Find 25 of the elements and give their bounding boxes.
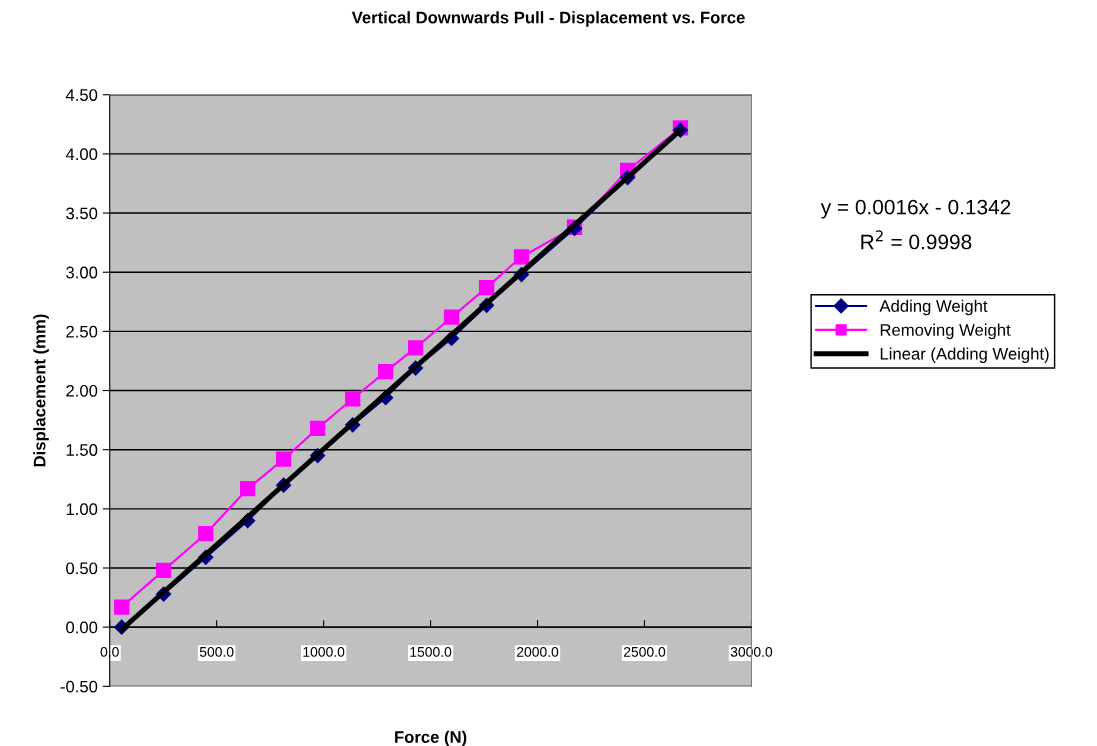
x-tick-label: 1500.0 xyxy=(410,646,452,657)
x-tick-label: 3000.0 xyxy=(730,646,773,657)
y-tick-label: 4.50 xyxy=(65,89,98,101)
y-tick-label: 3.00 xyxy=(66,266,98,279)
legend-label: Removing Weight xyxy=(880,323,1011,340)
y-tick-label: 3.50 xyxy=(66,207,98,220)
y-tick-label: 1.50 xyxy=(66,444,98,456)
x-tick-label: 2500.0 xyxy=(623,646,666,657)
y-axis-title: Displacement (mm) xyxy=(33,314,49,467)
y-tick-label: 0.50 xyxy=(66,562,98,575)
y-tick-label: 2.00 xyxy=(66,384,98,397)
y-tick-label: 1.00 xyxy=(66,503,98,516)
legend-label: Linear (Adding Weight) xyxy=(880,347,1049,364)
text: y = 0.0016x - 0.1342 xyxy=(820,199,1011,219)
x-tick-label: 1000.0 xyxy=(303,646,345,657)
legend-label: Adding Weight xyxy=(879,299,988,316)
text: R$^{2}$ = 0.9998 xyxy=(861,230,972,250)
x-axis-title: Force (N) xyxy=(395,730,467,746)
y-tick-label: 0.00 xyxy=(66,621,98,634)
y-tick-label: -0.50 xyxy=(60,680,98,693)
y-tick-label: 2.50 xyxy=(66,325,98,338)
y-tick-label: 4.00 xyxy=(65,148,98,161)
x-tick-label: 500.0 xyxy=(199,646,234,657)
chart-title: Vertical Downwards Pull - Displacement vs. Force xyxy=(351,11,745,27)
x-tick-label: 2000.0 xyxy=(516,646,559,657)
